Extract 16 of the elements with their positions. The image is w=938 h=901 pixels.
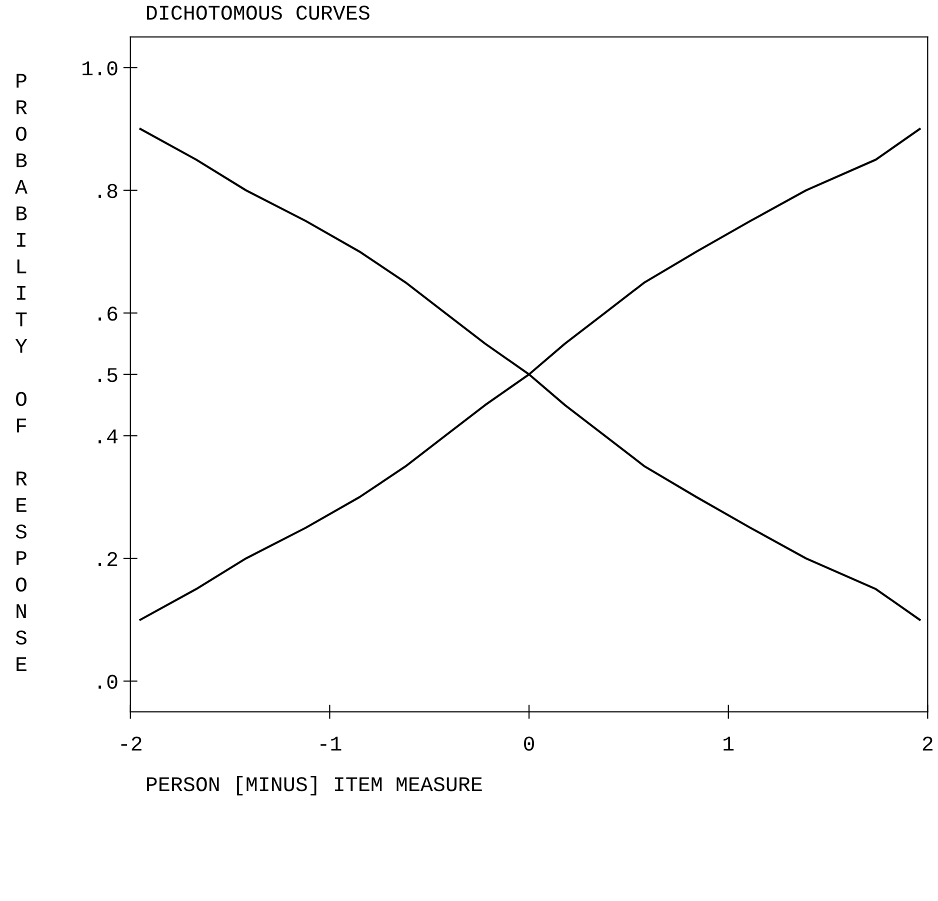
y-tick-label: .0 — [98, 674, 118, 689]
x-tick-label: -2 — [121, 736, 142, 750]
text: PROBABILITY OF RESPONSE — [15, 74, 28, 671]
y-tick-label: .2 — [98, 552, 118, 566]
y-tick-label: .5 — [98, 368, 118, 382]
chart-title: DICHOTOMOUS CURVES — [147, 6, 370, 20]
x-tick-label: 0 — [524, 736, 534, 751]
x-axis-title: PERSON [MINUS] ITEM MEASURE — [147, 776, 482, 796]
y-tick-label: 1.0 — [82, 61, 118, 76]
y-tick-label: .6 — [98, 306, 118, 321]
y-tick-label: .4 — [98, 430, 118, 444]
x-tick-label: 1 — [724, 736, 734, 750]
line-series — [139, 128, 921, 621]
x-tick-label: -1 — [320, 736, 342, 750]
y-tick-label: .8 — [98, 184, 118, 198]
x-tick-label: 2 — [922, 736, 932, 750]
